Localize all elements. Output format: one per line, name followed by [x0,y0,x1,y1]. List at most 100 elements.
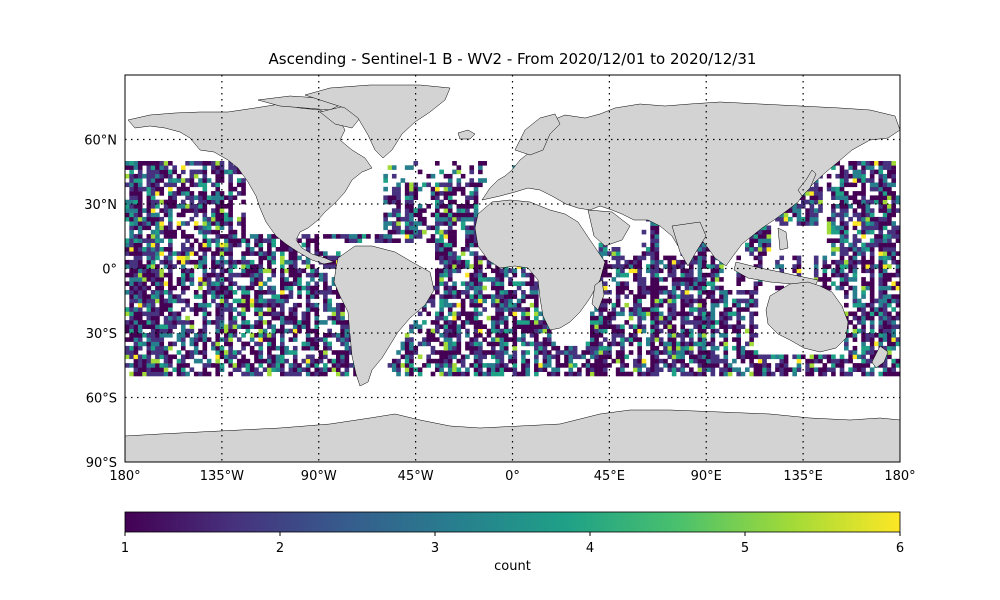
data-cell [650,268,655,274]
data-cell [430,212,436,218]
data-cell [490,328,496,334]
data-cell [447,247,453,252]
data-cell [435,285,440,291]
data-cell [391,229,397,235]
data-cell [219,173,225,179]
data-cell [861,178,866,183]
data-cell [809,191,815,196]
data-cell [305,354,311,360]
data-cell [452,285,457,291]
data-cell [439,259,444,265]
data-cell [826,216,832,222]
data-cell [869,221,875,226]
data-cell [594,324,599,329]
data-cell [198,229,203,235]
data-cell [228,208,233,213]
data-cell [137,315,143,321]
data-cell [861,328,866,334]
data-cell [159,165,165,170]
data-cell [684,268,690,274]
data-cell [456,324,462,329]
data-cell [241,333,246,338]
data-cell [676,294,681,299]
data-cell [133,272,139,278]
data-cell [620,324,625,329]
data-cell [792,208,797,213]
data-cell [465,345,470,351]
data-cell [856,320,862,325]
data-cell [232,333,238,338]
data-cell [180,272,186,278]
data-cell [852,199,858,205]
data-cell [598,307,604,312]
data-cell [129,272,134,278]
data-cell [861,333,866,338]
data-cell [314,234,320,239]
data-cell [766,234,772,239]
data-cell [254,320,259,325]
data-cell [663,315,668,321]
data-cell [835,285,841,291]
data-cell [185,195,190,200]
data-cell [198,259,203,265]
data-cell [508,298,513,304]
data-cell [452,268,457,274]
data-cell [831,165,836,170]
data-cell [129,371,134,377]
data-cell [650,285,655,291]
data-cell [697,337,703,342]
data-cell [280,333,285,338]
data-cell [620,307,625,312]
data-cell [460,173,466,179]
data-cell [413,195,419,200]
data-cell [396,182,401,188]
data-cell [783,371,789,377]
data-cell [641,229,647,235]
data-cell [426,311,431,317]
data-cell [495,363,500,368]
data-cell [129,216,134,222]
data-cell [133,255,139,261]
data-cell [125,204,130,209]
data-cell [482,371,487,377]
data-cell [249,345,255,351]
data-cell [155,281,160,286]
data-cell [258,341,264,347]
data-cell [391,225,397,231]
data-cell [292,363,298,368]
data-cell [284,242,289,248]
data-cell [271,242,276,248]
data-cell [719,268,724,274]
data-cell [146,234,152,239]
data-cell [783,212,789,218]
data-cell [275,302,281,308]
data-cell [568,367,574,372]
data-cell [637,337,642,342]
data-cell [723,341,729,347]
data-cell [159,324,165,329]
data-cell [452,259,457,265]
data-cell [357,234,363,239]
data-cell [267,251,272,256]
data-cell [697,341,703,347]
data-cell [447,363,453,368]
data-cell [826,173,832,179]
data-cell [809,208,815,213]
data-cell [150,358,156,364]
lon-tick-label: 135°W [200,469,244,484]
data-cell [219,294,225,299]
data-cell [271,290,276,295]
data-cell [723,311,729,317]
data-cell [865,350,871,355]
data-cell [852,212,858,218]
data-cell [142,272,147,278]
data-cell [637,371,642,377]
data-cell [452,199,457,205]
data-cell [719,290,724,295]
data-cell [882,311,888,317]
data-cell [258,277,264,282]
data-cell [236,298,242,304]
data-cell [852,311,858,317]
data-cell [215,320,221,325]
data-cell [202,298,208,304]
